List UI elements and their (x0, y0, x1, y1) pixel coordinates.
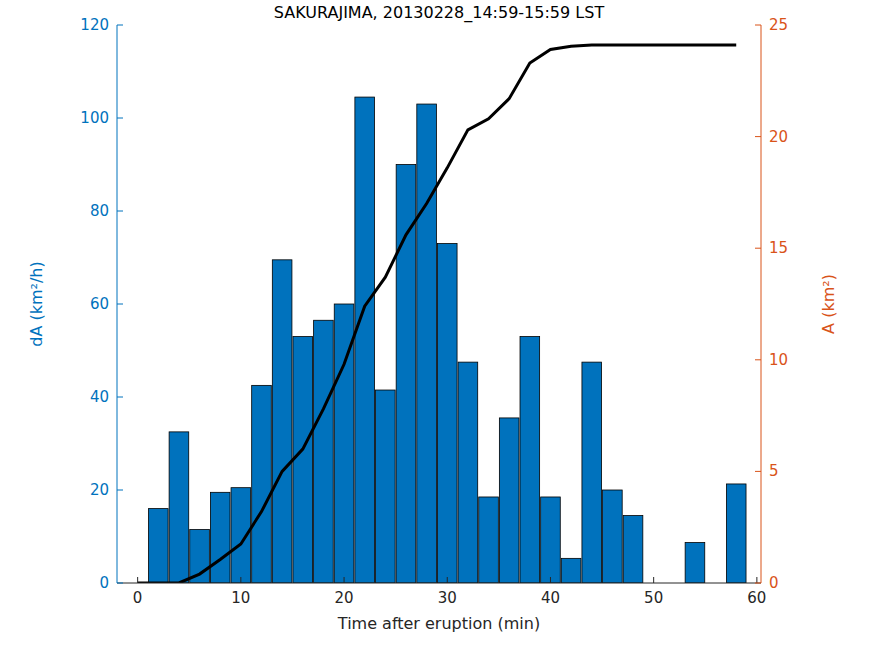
bar (148, 509, 168, 583)
x-label: Time after eruption (min) (337, 614, 540, 633)
y2-tick-label: 5 (769, 462, 779, 480)
x-tick-label: 30 (438, 589, 457, 607)
x-tick-label: 10 (231, 589, 250, 607)
bar (355, 97, 375, 583)
x-tick-label: 0 (133, 589, 143, 607)
bar (685, 543, 705, 583)
y-tick (117, 304, 123, 305)
y2-tick (755, 471, 761, 472)
x-tick (240, 577, 241, 583)
y-tick-label: 120 (80, 16, 109, 34)
x-tick (653, 577, 654, 583)
bar (293, 337, 313, 583)
x-tick-label: 40 (541, 589, 560, 607)
y-tick-label: 100 (80, 109, 109, 127)
y-tick (117, 118, 123, 119)
plot-area (138, 45, 746, 583)
bar (314, 320, 334, 583)
bar (169, 432, 189, 583)
bar (726, 484, 746, 583)
y-tick-label: 40 (90, 388, 109, 406)
y2-axis (761, 25, 762, 583)
y2-tick-label: 25 (769, 16, 788, 34)
y2-tick (755, 583, 761, 584)
y-tick (117, 397, 123, 398)
bar (252, 385, 272, 583)
y2-tick-label: 20 (769, 128, 788, 146)
y2-tick (755, 359, 761, 360)
x-axis (117, 583, 761, 584)
line (138, 45, 737, 583)
bar (437, 244, 457, 583)
bar (623, 516, 643, 583)
bar (520, 337, 540, 583)
y-tick-label: 80 (90, 202, 109, 220)
bar (479, 497, 499, 583)
x-tick-label: 50 (644, 589, 663, 607)
x-tick (447, 577, 448, 583)
chart: 01020304050600204060801001200510152025SA… (0, 0, 875, 656)
y-tick-label: 20 (90, 481, 109, 499)
x-tick (137, 577, 138, 583)
y2-tick-label: 0 (769, 574, 779, 592)
bar (458, 362, 478, 583)
y2-tick-label: 10 (769, 351, 788, 369)
bar (561, 558, 581, 583)
x-tick-label: 20 (335, 589, 354, 607)
bar (396, 165, 416, 584)
y2-tick (755, 248, 761, 249)
y-tick (117, 25, 123, 26)
x-tick (550, 577, 551, 583)
bar (603, 490, 623, 583)
y-tick (117, 211, 123, 212)
bar (272, 260, 292, 583)
bar (417, 104, 437, 583)
y2-tick-label: 15 (769, 239, 788, 257)
bar (541, 497, 561, 583)
y-tick (117, 490, 123, 491)
bar (210, 492, 230, 583)
y-tick-label: 60 (90, 295, 109, 313)
y2-tick (755, 25, 761, 26)
x-tick-label: 60 (747, 589, 766, 607)
y-tick-label: 0 (99, 574, 109, 592)
x-tick (344, 577, 345, 583)
y-label: dA (km²/h) (27, 261, 46, 346)
bar (499, 418, 519, 583)
title: SAKURAJIMA, 20130228_14:59-15:59 LST (274, 3, 605, 23)
bar (582, 362, 602, 583)
bar (376, 390, 396, 583)
y2-label: A (km²) (819, 274, 838, 334)
x-tick (756, 577, 757, 583)
y2-tick (755, 136, 761, 137)
y-tick (117, 583, 123, 584)
